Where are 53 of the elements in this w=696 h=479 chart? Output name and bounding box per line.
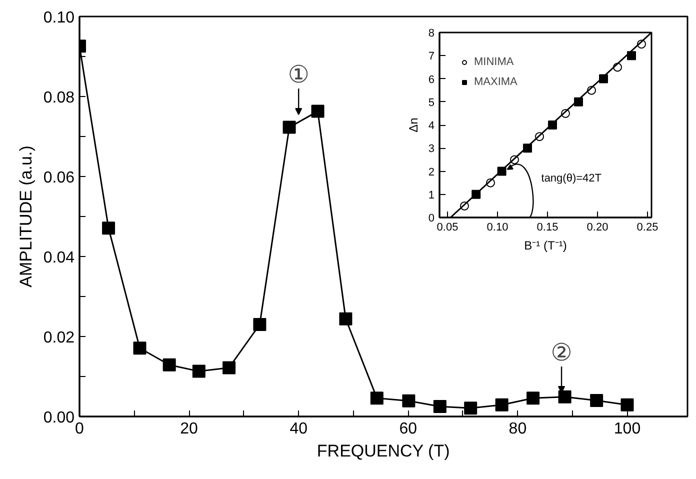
legend-label: MAXIMA <box>474 76 518 88</box>
x-tick-label: 80 <box>508 420 527 438</box>
x-tick-label: 100 <box>614 420 641 438</box>
x-tick-label: 0.20 <box>586 222 608 234</box>
point <box>433 400 446 413</box>
point <box>253 318 266 331</box>
point <box>133 342 146 355</box>
point <box>311 104 324 118</box>
x-tick-label: 0.25 <box>636 222 658 234</box>
x-tick-label: 0.10 <box>486 222 508 234</box>
point <box>526 392 540 405</box>
point <box>464 402 478 415</box>
point <box>102 222 116 235</box>
x-tick-label: 0.15 <box>536 222 558 234</box>
x-tick-label: 0.05 <box>436 222 458 234</box>
point <box>627 51 636 60</box>
point <box>339 312 352 326</box>
point <box>558 390 572 404</box>
y-tick-label: 7 <box>428 50 435 63</box>
x-axis-title: B⁻¹ (T⁻¹) <box>524 238 567 252</box>
y-tick-label: 0.10 <box>43 10 75 26</box>
y-axis-title: Δn <box>406 118 420 132</box>
y-tick-label: 0 <box>428 212 435 224</box>
y-tick-label: 4 <box>428 120 435 132</box>
y-tick-label: 5 <box>428 96 435 109</box>
point <box>620 398 634 412</box>
point <box>192 364 206 378</box>
y-tick-label: 0.08 <box>43 90 75 106</box>
y-axis-title: AMPLITUDE (a.u.) <box>16 146 36 288</box>
annotation: ① <box>288 60 310 88</box>
point <box>282 120 296 134</box>
point <box>495 398 508 412</box>
y-tick-label: 2 <box>428 166 435 178</box>
y-tick-label: 0.02 <box>43 330 75 346</box>
y-tick-label: 0.06 <box>43 170 75 186</box>
x-axis-title: FREQUENCY (T) <box>316 442 450 460</box>
y-tick-label: 3 <box>428 143 435 156</box>
y-tick-label: 8 <box>428 28 435 40</box>
annotation: ② <box>550 338 572 366</box>
point <box>402 394 416 408</box>
point <box>590 394 604 407</box>
legend-label: MINIMA <box>474 56 514 68</box>
x-tick-label: 20 <box>180 420 198 438</box>
point <box>370 392 384 405</box>
y-tick-label: 0.00 <box>43 410 75 426</box>
point <box>222 361 236 374</box>
x-tick-label: 40 <box>290 420 308 438</box>
y-tick-label: 6 <box>428 74 435 86</box>
y-tick-label: 1 <box>428 189 435 202</box>
x-tick-label: 60 <box>399 420 418 438</box>
annotation: tang(θ)=42T <box>541 172 602 185</box>
y-tick-label: 0.04 <box>43 250 75 266</box>
point <box>162 358 176 372</box>
